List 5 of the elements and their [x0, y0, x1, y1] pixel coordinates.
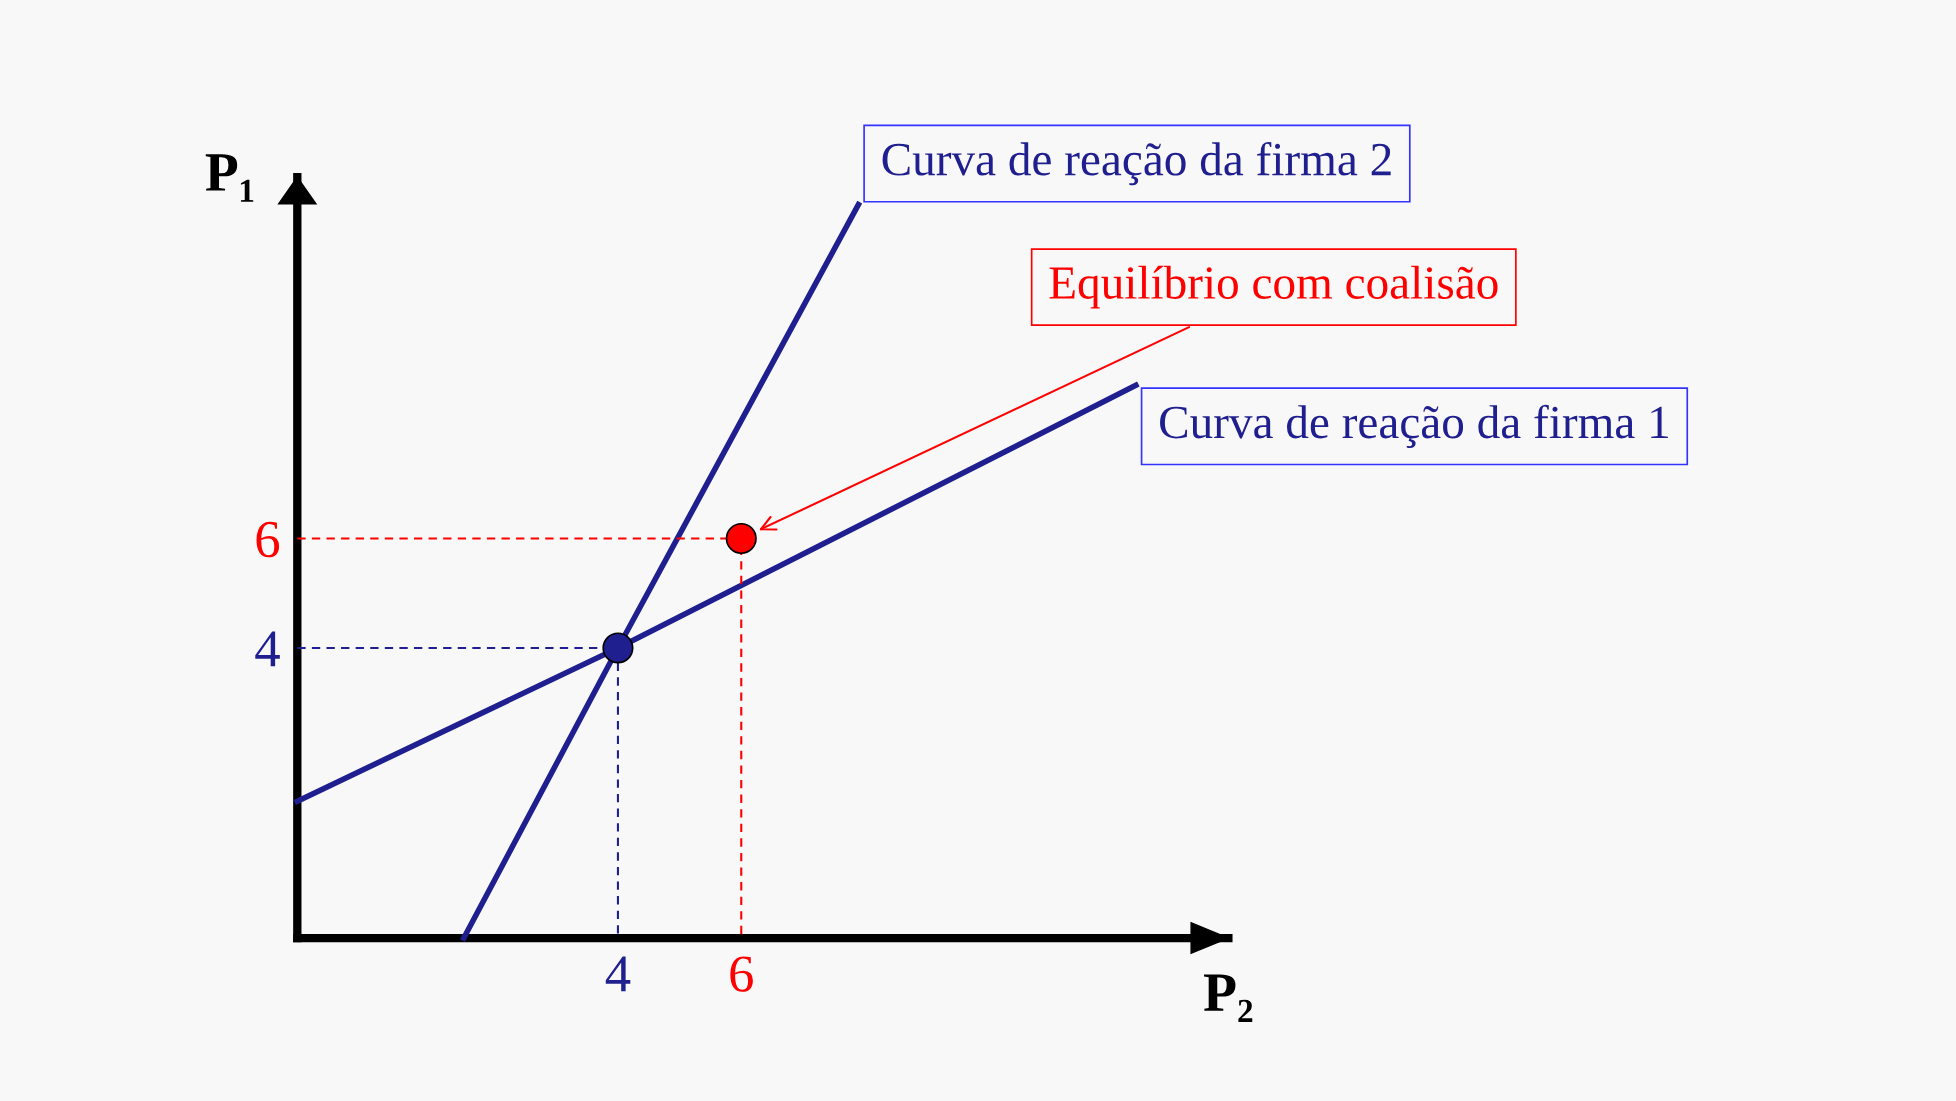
series-label: Curva de reação da firma 1 [1160, 404, 1668, 448]
y-axis-title: P₁ [205, 154, 254, 202]
x-axis-title: P₂ [1204, 974, 1253, 1022]
text: Equilíbrio com coalisão [1049, 265, 1498, 309]
series-label: Curva de reação da firma 2 [882, 141, 1391, 186]
